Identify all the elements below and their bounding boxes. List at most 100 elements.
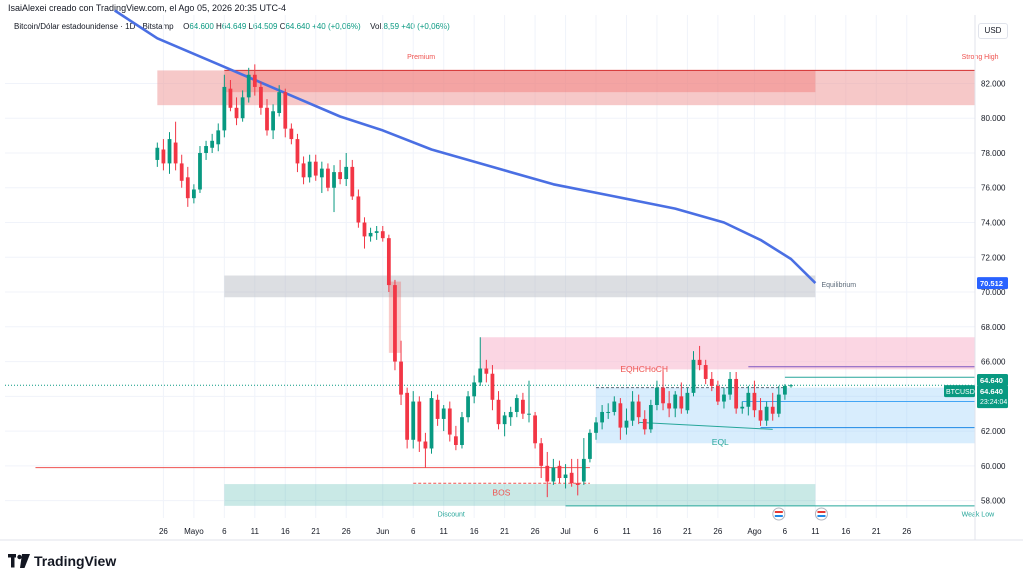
candle-body: [655, 387, 659, 406]
time-tick-label: 6: [783, 527, 788, 536]
premium-label: Premium: [407, 54, 435, 61]
candle-body: [709, 378, 714, 386]
time-tick-label: 11: [251, 527, 260, 536]
candle-body: [277, 92, 282, 114]
currency-selector[interactable]: USD: [978, 23, 1008, 39]
time-tick-label: 11: [811, 527, 820, 536]
price-tick-label: 80.000: [981, 114, 1006, 123]
candle-body: [399, 361, 403, 395]
candle-body: [228, 88, 233, 108]
candle-body: [648, 405, 653, 430]
time-tick-label: 16: [841, 527, 850, 536]
price-tick-label: 76.000: [981, 184, 1006, 193]
candle-body: [588, 432, 592, 459]
candle-body: [758, 410, 763, 421]
candle-body: [368, 232, 373, 237]
time-tick-label: 6: [411, 527, 416, 536]
strong-high-label: Strong High: [962, 54, 999, 61]
range-box: [596, 387, 975, 444]
candle-body: [301, 163, 306, 178]
discount-label: Discount: [438, 511, 465, 518]
candle-body: [386, 238, 391, 286]
event-flag-icon: [772, 507, 786, 521]
flag-stripe: [817, 511, 826, 513]
volume-value: 8,59: [383, 22, 400, 31]
candle-body: [581, 458, 586, 482]
candle-body: [216, 130, 221, 145]
tradingview-logo[interactable]: TradingView: [8, 553, 116, 569]
time-tick-label: Jul: [560, 527, 570, 536]
candle-body: [685, 392, 690, 411]
candle-body: [752, 392, 757, 411]
candle-body: [508, 411, 513, 418]
eql-trend-line: [638, 421, 773, 430]
symbol-legend: Bitcoin/Dólar estadounidense · 1D · Bits…: [14, 22, 450, 31]
candle-body: [746, 392, 751, 407]
candle-body: [259, 86, 263, 108]
candle-body: [234, 107, 239, 119]
candle-body: [155, 147, 160, 160]
candle-body: [210, 140, 215, 148]
candle-body: [715, 385, 720, 402]
candle-body: [198, 152, 202, 190]
last-price-tag-text: 64.640: [980, 376, 1003, 385]
symbol-title[interactable]: Bitcoin/Dólar estadounidense · 1D · Bits…: [14, 22, 174, 31]
candle-body: [380, 231, 385, 239]
candle-body: [764, 406, 769, 421]
candle-body: [557, 465, 562, 479]
candle-body: [332, 172, 336, 188]
time-tick-label: 21: [500, 527, 509, 536]
ohlc-close-label: C: [279, 22, 286, 31]
candle-body: [350, 166, 355, 197]
time-tick-label: 16: [652, 527, 661, 536]
equilibrium-label: Equilibrium: [821, 282, 856, 289]
candle-body: [770, 406, 775, 414]
candle-body: [496, 399, 501, 425]
candle-body: [545, 465, 550, 482]
flag-stripe: [774, 511, 783, 513]
volume-label: Vol.: [370, 22, 384, 31]
ohlc-high-label: H: [216, 22, 222, 31]
price-tick-label: 72.000: [981, 253, 1006, 262]
candle-body: [527, 413, 531, 415]
candle-body: [338, 172, 343, 180]
candle-body: [283, 92, 288, 129]
candle-body: [600, 411, 604, 423]
candle-body: [423, 441, 428, 449]
candle-body: [252, 74, 257, 87]
candle-body: [411, 401, 416, 440]
candle-body: [776, 394, 781, 414]
price-tick-label: 74.000: [981, 219, 1006, 228]
ohlc-close-value: 64.640: [285, 22, 310, 31]
last-price-tag: [977, 373, 1008, 386]
candle-body: [167, 139, 172, 164]
candle-body: [429, 398, 434, 449]
candle-body: [417, 401, 422, 442]
ohlc-change-value: +40 (+0,06%): [312, 22, 361, 31]
candle-body: [606, 411, 611, 413]
candle-body: [246, 74, 251, 98]
candle-body: [173, 142, 178, 164]
candle-body: [691, 359, 696, 393]
candle-body: [191, 189, 196, 199]
event-flag-icon: [814, 507, 828, 521]
premium-zone: [157, 70, 976, 106]
candle-body: [460, 417, 464, 445]
candle-body: [356, 196, 361, 223]
candle-body: [502, 415, 507, 425]
discount-zone: [224, 484, 816, 506]
candle-body: [514, 398, 519, 412]
candle-body: [740, 406, 745, 409]
ohlc-low-label: L: [248, 22, 253, 31]
time-tick-label: 21: [683, 527, 692, 536]
candle-body: [673, 394, 678, 409]
candle-body: [594, 422, 598, 433]
chart-credit: IsaiAlexei creado con TradingView.com, e…: [8, 3, 286, 13]
time-tick-label: 16: [281, 527, 290, 536]
time-tick-label: 26: [902, 527, 911, 536]
ma-value-tag-text: 70.512: [980, 279, 1003, 288]
candle-body: [240, 97, 245, 119]
flag-stripe: [817, 515, 826, 517]
tradingview-logo-icon: [8, 554, 30, 568]
